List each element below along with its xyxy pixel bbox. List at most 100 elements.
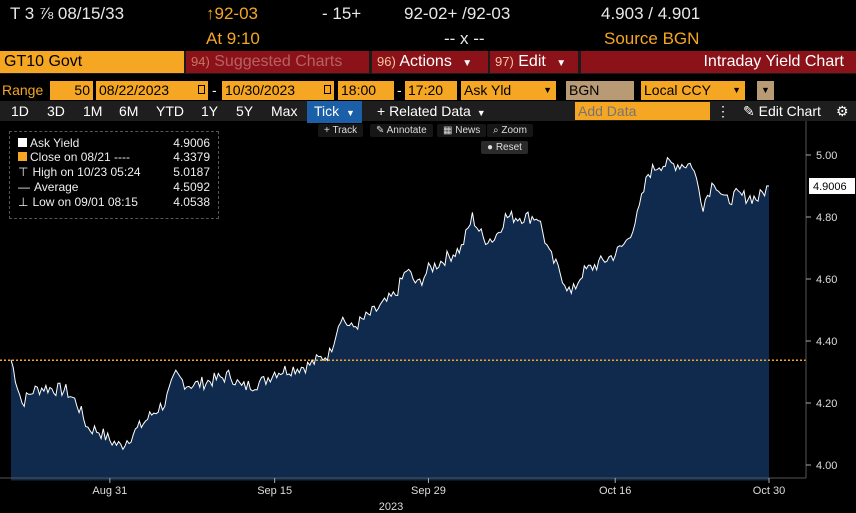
- y-tick-label: 4.00: [816, 460, 837, 472]
- period-1y[interactable]: 1Y: [201, 103, 219, 119]
- price-change: - 15+: [322, 4, 362, 23]
- end-date-field[interactable]: 10/30/2023: [222, 81, 334, 100]
- range-label: Range: [2, 82, 44, 98]
- period-5y[interactable]: 5Y: [236, 103, 254, 119]
- orange-square-icon: [18, 152, 27, 161]
- edit-label: Edit: [518, 53, 546, 70]
- suggested-num: 94): [191, 54, 210, 69]
- yield-chart[interactable]: 4.00 4.20 4.40 4.60 4.80 5.00 4.9006 Aug 31 Sep …: [0, 121, 856, 513]
- caret-down-icon: ▼: [476, 108, 486, 118]
- average-marker-icon: —: [18, 180, 30, 194]
- track-icon: +: [324, 125, 333, 136]
- news-tool[interactable]: ▦ News: [437, 124, 487, 137]
- reset-label: Reset: [495, 142, 522, 153]
- period-6m[interactable]: 6M: [119, 103, 139, 119]
- legend-ask-yield: Ask Yield: [18, 136, 79, 150]
- y-tick-label: 4.40: [816, 336, 837, 348]
- legend-close: Close on 08/21 ----: [18, 150, 130, 164]
- period-3d[interactable]: 3D: [47, 103, 65, 119]
- suggested-label: Suggested Charts: [214, 53, 343, 70]
- low-marker-icon: ⊥: [18, 195, 29, 209]
- legend: Ask Yield 4.9006 Close on 08/21 ---- 4.3…: [9, 131, 219, 219]
- x-tick-label: Aug 31: [92, 485, 127, 497]
- legend-close-value: 4.3379: [173, 150, 210, 164]
- caret-down-icon: ▼: [556, 58, 567, 69]
- field-select[interactable]: Ask Yld ▼: [461, 81, 556, 100]
- more-icon[interactable]: ⋮: [716, 103, 730, 119]
- chart-title: Intraday Yield Chart: [581, 51, 856, 73]
- period-ytd[interactable]: YTD: [156, 103, 184, 119]
- last-value-box: [809, 178, 855, 194]
- legend-low-label: Low on 09/01 08:15: [32, 195, 138, 209]
- related-data-button[interactable]: + Related Data ▼: [377, 101, 486, 123]
- caret-down-icon: ▼: [761, 85, 770, 95]
- add-data-input[interactable]: [575, 102, 710, 120]
- ticker: T 3 ⅞ 08/15/33: [10, 4, 125, 23]
- period-1m[interactable]: 1M: [83, 103, 103, 119]
- edit-button[interactable]: 97) Edit ▼: [490, 51, 578, 73]
- yield-line: [10, 156, 770, 451]
- suggested-charts-button[interactable]: 94) Suggested Charts: [186, 51, 369, 73]
- track-tool[interactable]: + Track: [318, 124, 364, 137]
- y-tick-label: 5.00: [816, 150, 837, 162]
- period-bar: 1D 3D 1M 6M YTD 1Y 5Y Max Tick ▼ + Relat…: [0, 101, 856, 123]
- start-date-value: 08/22/2023: [99, 82, 170, 98]
- y-tick-label: 4.20: [816, 398, 837, 410]
- toolbar: GT10 Govt 94) Suggested Charts 96) Actio…: [0, 51, 856, 74]
- last-price: 92-03: [214, 4, 258, 23]
- edit-num: 97): [495, 54, 514, 69]
- bid-ask-yield: 4.903 / 4.901: [601, 4, 701, 23]
- source-field[interactable]: BGN: [566, 81, 634, 100]
- quote-size: -- x --: [444, 29, 485, 48]
- interval-field[interactable]: 50: [50, 81, 93, 100]
- edit-chart-button[interactable]: ✎ Edit Chart: [743, 101, 821, 121]
- zoom-icon: ⌕: [493, 125, 502, 136]
- zoom-label: Zoom: [501, 125, 527, 136]
- period-1d[interactable]: 1D: [11, 103, 29, 119]
- gear-icon[interactable]: ⚙: [836, 103, 849, 119]
- currency-value: Local CCY: [644, 82, 711, 98]
- edit-chart-label: Edit Chart: [758, 103, 821, 119]
- time-separator: -: [397, 82, 402, 98]
- up-arrow-icon: ↑: [206, 4, 215, 23]
- quote-source: Source BGN: [604, 29, 700, 48]
- period-tick-label: Tick: [314, 103, 340, 119]
- legend-high-value: 5.0187: [173, 165, 210, 179]
- y-tick-label: 4.60: [816, 274, 837, 286]
- x-tick-label: Sep 15: [257, 485, 292, 497]
- period-max[interactable]: Max: [271, 103, 298, 119]
- legend-low: ⊥ Low on 09/01 08:15: [18, 195, 138, 209]
- annotate-label: Annotate: [386, 125, 427, 136]
- legend-high: ⊤ High on 10/23 05:24: [18, 165, 141, 179]
- zoom-tool[interactable]: ⌕ Zoom: [487, 124, 533, 137]
- start-date-field[interactable]: 08/22/2023: [96, 81, 208, 100]
- news-label: News: [455, 125, 481, 136]
- pencil-icon: ✎: [743, 103, 755, 119]
- last-value-label: 4.9006: [813, 181, 847, 193]
- reset-button[interactable]: ● Reset: [481, 141, 528, 154]
- plot-area: 4.00 4.20 4.40 4.60 4.80 5.00 4.9006 Aug 31 Sep …: [0, 121, 855, 513]
- end-time-field[interactable]: 17:20: [405, 81, 457, 100]
- end-date-value: 10/30/2023: [225, 82, 296, 98]
- caret-down-icon: ▼: [462, 58, 473, 69]
- caret-down-icon: ▼: [346, 108, 355, 118]
- legend-ask-yield-value: 4.9006: [173, 136, 210, 150]
- white-square-icon: [18, 138, 27, 147]
- calendar-icon: [198, 85, 205, 94]
- period-tick[interactable]: Tick ▼: [307, 101, 362, 123]
- reset-icon: ●: [487, 142, 496, 153]
- currency-select[interactable]: Local CCY ▼: [641, 81, 745, 100]
- annotate-icon: ✎: [376, 125, 387, 136]
- legend-average-label: Average: [34, 180, 79, 194]
- y-tick-label: 4.80: [816, 212, 837, 224]
- security-field[interactable]: GT10 Govt: [0, 51, 184, 73]
- actions-button[interactable]: 96) Actions ▼: [372, 51, 488, 73]
- annotate-tool[interactable]: ✎ Annotate: [370, 124, 433, 137]
- start-time-field[interactable]: 18:00: [338, 81, 394, 100]
- legend-average-value: 4.5092: [173, 180, 210, 194]
- options-dropdown[interactable]: ▼: [757, 81, 774, 100]
- date-separator: -: [212, 82, 217, 98]
- news-icon: ▦: [443, 125, 456, 136]
- bid-ask-price: 92-02+ /92-03: [404, 4, 511, 23]
- calendar-icon: [324, 85, 331, 94]
